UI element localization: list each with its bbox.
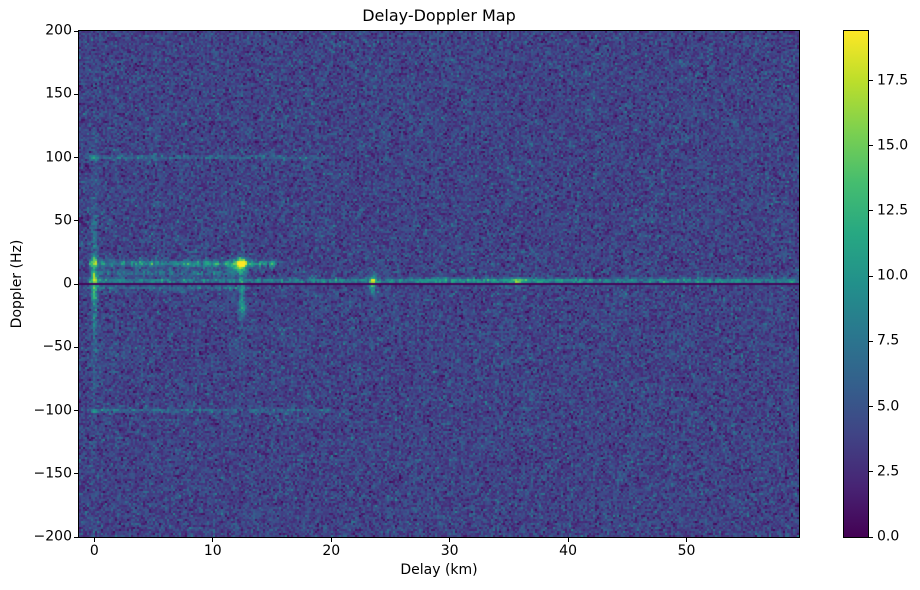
x-tick-label: 50: [677, 543, 696, 559]
colorbar-tick-label: 12.5: [877, 202, 909, 219]
x-tick-label: 10: [203, 543, 222, 559]
y-tick-mark: [74, 220, 78, 222]
y-tick-mark: [74, 536, 78, 538]
heatmap-plot-area: [78, 30, 800, 538]
colorbar-tick-label: 7.5: [877, 332, 900, 349]
x-axis-label: Delay (km): [400, 562, 478, 578]
y-tick-mark: [74, 93, 78, 95]
y-tick-mark: [74, 30, 78, 32]
x-tick-label: 0: [89, 543, 99, 559]
chart-title: Delay-Doppler Map: [362, 6, 516, 25]
y-tick-mark: [74, 473, 78, 475]
y-tick-label: −200: [33, 528, 72, 545]
heatmap-canvas: [79, 31, 799, 537]
colorbar-tick-label: 2.5: [877, 463, 900, 480]
y-tick-label: 50: [54, 212, 72, 229]
y-tick-mark: [74, 410, 78, 411]
x-tick-mark: [567, 538, 569, 542]
y-tick-label: −100: [33, 402, 72, 418]
y-tick-mark: [74, 346, 78, 348]
x-tick-mark: [212, 538, 214, 542]
colorbar-tick-label: 0.0: [877, 528, 900, 545]
colorbar: [843, 30, 869, 538]
colorbar-tick-label: 10.0: [877, 267, 909, 284]
y-tick-label: −50: [42, 338, 72, 355]
y-tick-label: −150: [33, 465, 72, 482]
colorbar-tick-mark: [869, 471, 873, 473]
colorbar-tick-mark: [869, 210, 873, 212]
y-axis-label: Doppler (Hz): [9, 239, 25, 329]
x-tick-label: 20: [322, 543, 341, 559]
x-tick-mark: [686, 538, 687, 542]
colorbar-tick-mark: [869, 340, 873, 342]
colorbar-tick-mark: [869, 406, 873, 408]
y-tick-label: 150: [45, 85, 72, 102]
colorbar-tick-label: 17.5: [877, 72, 909, 89]
x-tick-mark: [93, 538, 95, 542]
y-tick-mark: [74, 283, 78, 285]
x-tick-label: 40: [559, 543, 577, 559]
colorbar-gradient: [844, 31, 868, 537]
colorbar-tick-mark: [869, 536, 873, 538]
x-tick-mark: [330, 538, 332, 542]
colorbar-tick-mark: [869, 145, 873, 147]
colorbar-tick-mark: [869, 80, 873, 82]
y-tick-label: 200: [45, 22, 72, 39]
y-tick-mark: [74, 157, 78, 158]
y-tick-label: 100: [45, 149, 72, 165]
x-tick-label: 30: [440, 543, 459, 559]
x-tick-mark: [449, 538, 451, 542]
y-tick-label: 0: [63, 275, 72, 292]
colorbar-tick-label: 5.0: [877, 398, 900, 415]
colorbar-tick-mark: [869, 275, 873, 277]
colorbar-tick-label: 15.0: [877, 137, 909, 154]
